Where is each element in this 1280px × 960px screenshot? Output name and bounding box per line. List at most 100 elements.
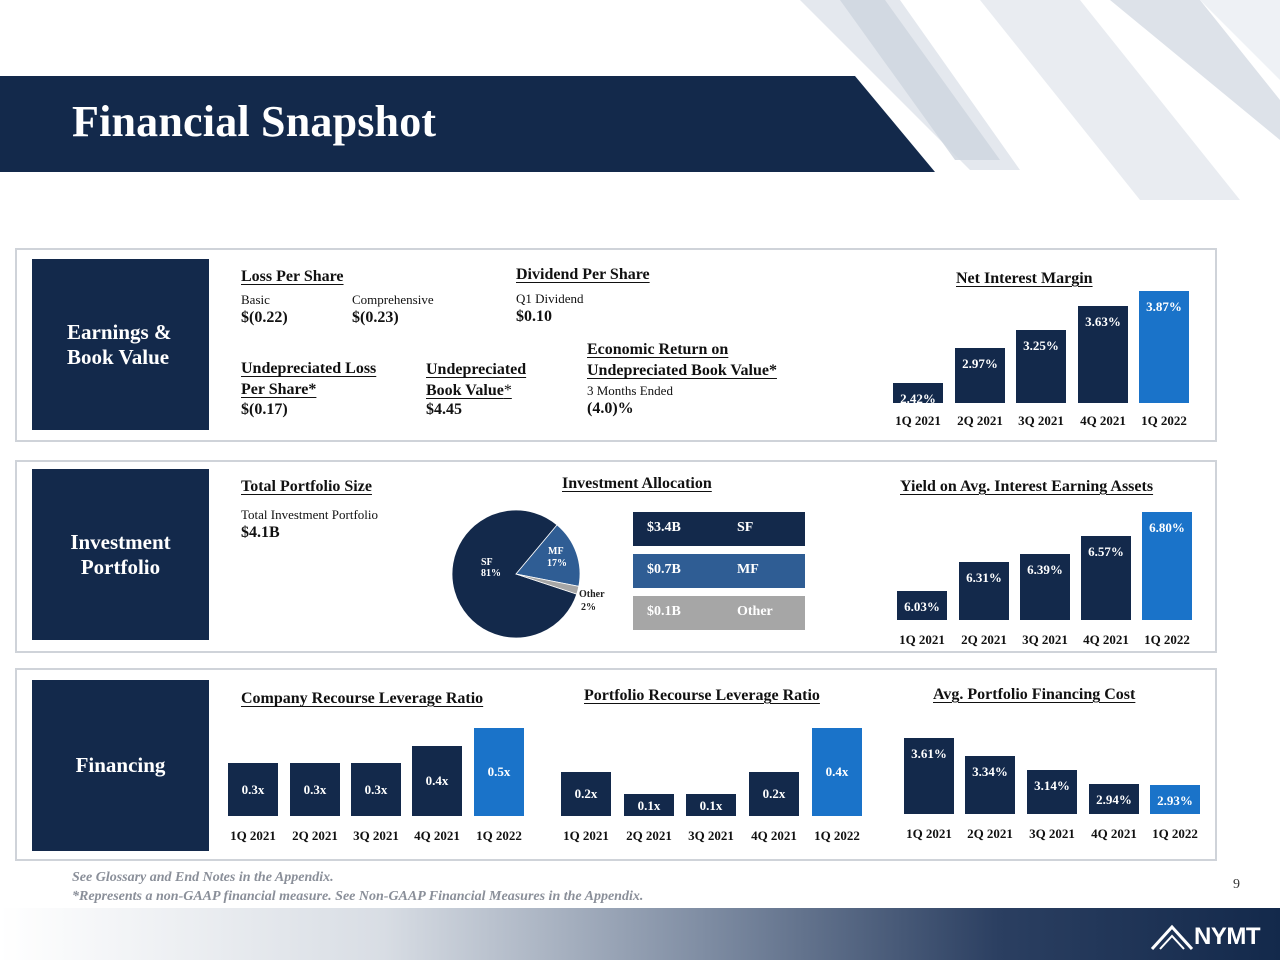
- bar-value-label: 0.3x: [364, 781, 388, 797]
- x-axis-label: 2Q 2021: [292, 828, 338, 843]
- chart-title: Company Recourse Leverage Ratio: [241, 690, 484, 707]
- bar-value-label: 2.97%: [962, 355, 998, 371]
- undepreciated-book-value-value: $4.45: [426, 401, 462, 418]
- chart-bar: 0.3x: [290, 763, 340, 816]
- chart-bar: 0.3x: [351, 763, 401, 816]
- total-portfolio-label: Total Investment Portfolio: [241, 507, 379, 522]
- chart-bar: 0.5x: [474, 728, 524, 816]
- footnote-non-gaap: *Represents a non-GAAP financial measure…: [72, 889, 644, 904]
- pie-label-sf-pct: 81%: [481, 568, 501, 579]
- bar-value-label: 0.1x: [699, 798, 723, 813]
- x-axis-label: 2Q 2021: [967, 826, 1013, 841]
- section-label-investment: Investment Portfolio: [32, 469, 209, 640]
- chart-bar: 3.25%: [1016, 330, 1066, 403]
- x-axis-label: 1Q 2021: [906, 826, 952, 841]
- chart-bar: 0.1x: [624, 794, 674, 816]
- x-axis-label: 4Q 2021: [1080, 413, 1126, 428]
- bar-value-label: 0.2x: [762, 786, 786, 801]
- legend-name: Other: [737, 604, 773, 619]
- header-decoration: [800, 0, 1280, 200]
- section-label-line: Earnings &: [67, 319, 172, 344]
- bar-value-label: 3.63%: [1085, 314, 1121, 330]
- chart-bar: 3.14%: [1027, 770, 1077, 814]
- chart-bar: 0.4x: [412, 745, 462, 816]
- footer-band: [0, 908, 1280, 960]
- section-label-financing: Financing: [32, 680, 209, 851]
- chart-bar: 6.31%: [959, 562, 1009, 620]
- bar-value-label: 0.2x: [574, 786, 598, 801]
- header-line: Undepreciated Loss: [241, 360, 377, 377]
- header-line: Economic Return on: [587, 341, 729, 358]
- bar-value-label: 6.03%: [904, 599, 940, 615]
- investment-allocation-header: Investment Allocation: [562, 475, 712, 492]
- chart-bar: 3.63%: [1078, 306, 1128, 403]
- bar-value-label: 6.57%: [1088, 543, 1124, 559]
- x-axis-label: 1Q 2021: [230, 828, 276, 843]
- x-axis-label: 1Q 2022: [1144, 632, 1190, 647]
- x-axis-label: 3Q 2021: [688, 828, 734, 843]
- x-axis-label: 1Q 2021: [563, 828, 609, 843]
- pie-label-other-pct: 2%: [581, 602, 596, 613]
- bar-value-label: 6.80%: [1149, 520, 1185, 535]
- bar-value-label: 3.14%: [1034, 778, 1070, 794]
- chart-bar: 0.2x: [561, 772, 611, 816]
- bar-value-label: 6.31%: [966, 570, 1002, 586]
- logo-text: NYMT: [1194, 923, 1261, 950]
- section-label-line: Investment: [70, 529, 171, 554]
- header-line: Undepreciated: [426, 361, 527, 378]
- legend-other: $0.1B Other: [633, 596, 805, 630]
- bar-value-label: 6.39%: [1027, 562, 1063, 578]
- bar-value-label: 3.61%: [911, 746, 947, 761]
- section-label-earnings: Earnings & Book Value: [32, 259, 209, 430]
- chart-bar: 6.39%: [1020, 554, 1070, 620]
- legend-sf: $3.4B SF: [633, 512, 805, 546]
- x-axis-label: 4Q 2021: [414, 828, 460, 843]
- chart-bar: 3.61%: [904, 738, 954, 814]
- bar-value-label: 0.3x: [303, 781, 327, 797]
- economic-return-value: (4.0)%: [587, 400, 634, 417]
- chart-bar: 3.34%: [965, 756, 1015, 814]
- section-label-line: Book Value: [67, 344, 170, 369]
- bar-value-label: 0.3x: [241, 781, 265, 797]
- undepreciated-loss-header: Undepreciated Loss Per Share*: [241, 358, 376, 400]
- x-axis-label: 1Q 2022: [1141, 413, 1187, 428]
- x-axis-label: 3Q 2021: [1022, 632, 1068, 647]
- legend-name: MF: [737, 562, 759, 577]
- pie-label-other-name: Other: [579, 589, 605, 600]
- x-axis-label: 1Q 2021: [899, 632, 945, 647]
- chart-bar: 6.03%: [897, 591, 947, 620]
- header-line: Book Value: [426, 382, 504, 399]
- x-axis-label: 1Q 2022: [1152, 826, 1198, 841]
- undepreciated-loss-value: $(0.17): [241, 401, 288, 418]
- bar-value-label: 2.93%: [1157, 792, 1193, 808]
- total-portfolio-value: $4.1B: [241, 524, 280, 541]
- footnote-glossary: See Glossary and End Notes in the Append…: [72, 870, 334, 885]
- pie-label-mf-pct: 17%: [547, 558, 567, 569]
- chart-bar: 0.2x: [749, 772, 799, 816]
- chart-bar: 0.3x: [228, 763, 278, 816]
- chart-title: Yield on Avg. Interest Earning Assets: [900, 478, 1154, 495]
- x-axis-label: 1Q 2021: [895, 413, 941, 428]
- bar-value-label: 3.25%: [1023, 338, 1059, 354]
- pie-slice-other: [515, 573, 580, 595]
- dividend-label: Q1 Dividend: [516, 291, 584, 306]
- x-axis-label: 2Q 2021: [961, 632, 1007, 647]
- basic-value: $(0.22): [241, 309, 288, 326]
- chart-bar: 0.4x: [812, 728, 862, 816]
- dividend-value: $0.10: [516, 308, 552, 325]
- x-axis-label: 1Q 2022: [814, 828, 860, 843]
- loss-per-share-header: Loss Per Share: [241, 268, 344, 285]
- chart-title: Portfolio Recourse Leverage Ratio: [584, 687, 820, 704]
- chart-bar: 3.87%: [1139, 291, 1189, 403]
- comprehensive-value: $(0.23): [352, 309, 399, 326]
- x-axis-label: 4Q 2021: [1083, 632, 1129, 647]
- x-axis-label: 3Q 2021: [353, 828, 399, 843]
- basic-label: Basic: [241, 292, 270, 307]
- legend-value: $3.4B: [647, 520, 681, 535]
- chart-bar: 2.97%: [955, 347, 1005, 403]
- x-axis-label: 1Q 2022: [476, 828, 522, 843]
- chart-bar: 6.80%: [1142, 512, 1192, 620]
- legend-name: SF: [737, 520, 754, 535]
- chart-title: Net Interest Margin: [956, 270, 1093, 287]
- economic-return-header: Economic Return on Undepreciated Book Va…: [587, 339, 777, 381]
